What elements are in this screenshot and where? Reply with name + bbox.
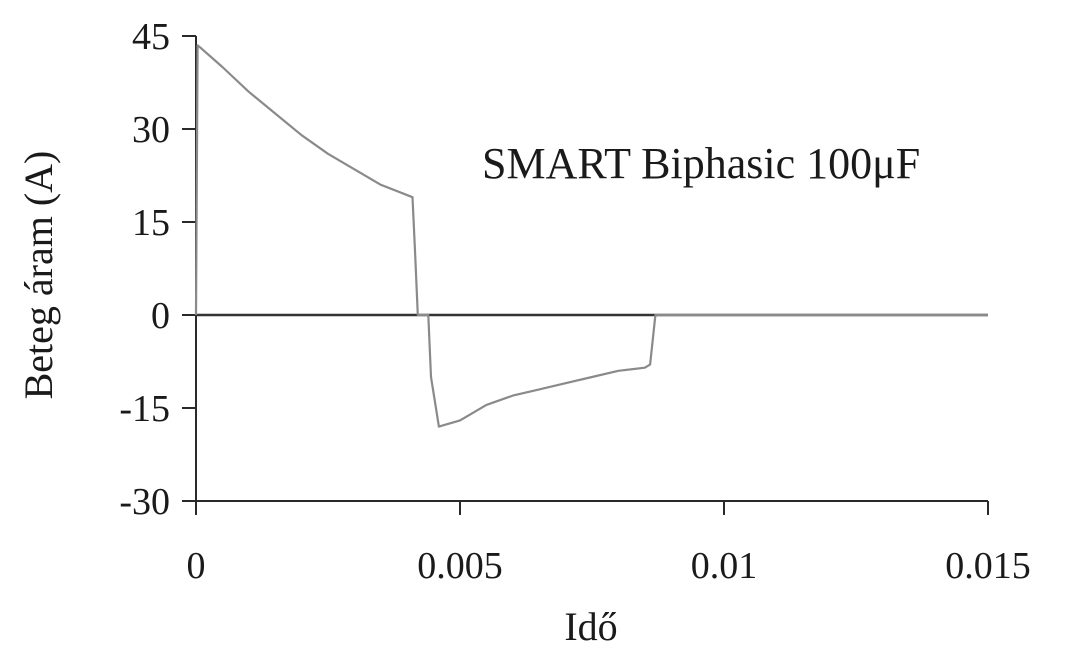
y-tick-label: 0 <box>151 295 170 337</box>
y-tick-label: -15 <box>119 388 170 430</box>
axes <box>195 36 988 513</box>
series-line <box>194 44 988 428</box>
y-tick-label: 15 <box>132 202 170 244</box>
x-tick-label: 0.005 <box>417 545 503 587</box>
y-axis-label: Beteg áram (A) <box>16 151 61 400</box>
x-axis-label: Idő <box>564 604 617 649</box>
series-group <box>194 44 988 428</box>
y-tick-label: -30 <box>119 481 170 523</box>
y-tick-label: 45 <box>132 16 170 58</box>
annotation-label: SMART Biphasic 100μF <box>482 139 920 188</box>
x-tick-label: 0.015 <box>945 545 1031 587</box>
ticks: 45 30 15 0 -15 -30 0 0.005 0.01 0.015 <box>119 16 1030 587</box>
x-tick-label: 0 <box>187 545 206 587</box>
y-tick-label: 30 <box>132 109 170 151</box>
x-tick-label: 0.01 <box>691 545 758 587</box>
